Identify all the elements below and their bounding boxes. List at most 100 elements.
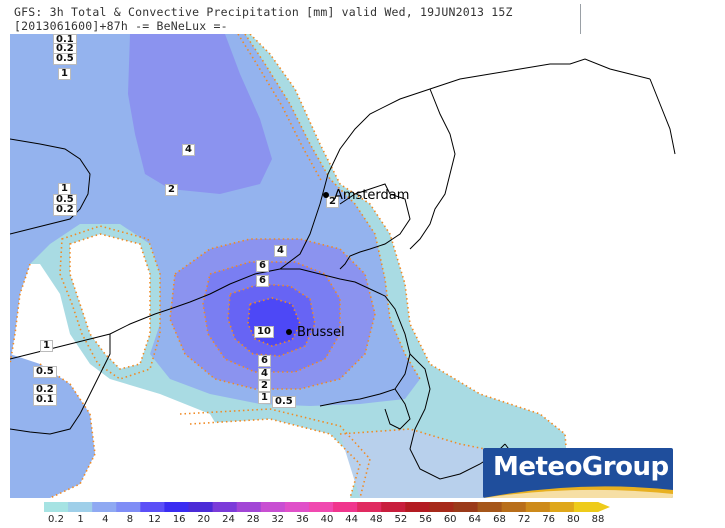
contour-label: 4	[274, 245, 287, 257]
contour-label: 2	[165, 184, 178, 196]
colorbar-tick-label: 88	[591, 514, 605, 525]
amsterdam-marker	[323, 192, 329, 198]
coastline-channel	[10, 203, 321, 360]
colorbar-segment	[164, 502, 190, 512]
contour-line	[202, 261, 341, 373]
colorbar-tick-label: 1	[77, 514, 84, 525]
contour-label: 0.5	[33, 366, 57, 378]
border-nl-de	[409, 88, 456, 250]
colorbar-segment	[405, 502, 430, 512]
colorbar-labels: 0.2 1 4 8 12 16 20 24 28 32 36 40 44 48 52 56 60 64 68 72 76…	[44, 514, 610, 528]
run-info: [2013061600]+87h -= BeNeLux =-	[14, 19, 228, 33]
precip-area-2mm	[128, 34, 272, 194]
colorbar-segment	[68, 502, 93, 512]
contour-label: 1	[40, 340, 53, 352]
colorbar-tick-label: 12	[148, 514, 161, 525]
dry-area-bottom	[180, 419, 360, 498]
contour-label: 0.1	[33, 394, 57, 406]
colorbar-tick-label: 60	[443, 514, 457, 525]
colorbar-segment	[308, 502, 334, 512]
colorbar-tick-label: 32	[271, 514, 285, 525]
colorbar-tick-label: 52	[394, 514, 408, 525]
contour-label: 2	[326, 196, 339, 208]
coastline-netherlands	[319, 58, 651, 205]
colorbar-tick-label: 8	[126, 514, 134, 525]
colorbar-tick-label: 4	[102, 514, 109, 525]
contour-label: 4	[182, 144, 195, 156]
map-canvas	[10, 34, 710, 498]
coastlines	[10, 58, 676, 498]
border-east	[649, 78, 676, 155]
colorbar-tick-label: 80	[567, 514, 580, 525]
colorbar-segment	[573, 502, 599, 512]
border-belgium	[280, 268, 411, 407]
colorbar-tick-label: 76	[542, 514, 556, 525]
colorbar-tick-label: 56	[419, 514, 432, 525]
colorbar-tick-label: 68	[493, 514, 506, 525]
border-france	[10, 334, 111, 435]
contour-line	[244, 34, 421, 380]
coastline-north-sea	[339, 183, 411, 270]
colorbar-segment	[357, 502, 382, 512]
dry-area-north	[255, 34, 710, 498]
colorbar-tick-label: 40	[320, 514, 334, 525]
contour-line	[249, 34, 571, 498]
map-header: GFS: 3h Total & Convective Precipitation…	[10, 4, 581, 35]
contour-label: 6	[256, 275, 269, 287]
colorbar-segment	[429, 502, 454, 512]
colorbar-segment	[188, 502, 214, 512]
colorbar-segment	[381, 502, 406, 512]
colorbar-segment	[525, 502, 551, 512]
colorbar-segment	[116, 502, 141, 512]
colorbar-tick-label: 0.2	[48, 514, 64, 525]
colorbar-segment	[284, 502, 310, 512]
colorbar-segment	[260, 502, 286, 512]
border-lux	[384, 388, 411, 430]
colorbar-segment	[236, 502, 262, 512]
colorbar-segment	[501, 502, 527, 512]
colorbar-segment	[44, 502, 69, 512]
contour-line	[59, 225, 161, 380]
brussel-marker	[286, 329, 292, 335]
colorbar-tick-label: 28	[246, 514, 260, 525]
contour-label: 0.2	[53, 204, 77, 216]
contour-label: 0.5	[272, 396, 296, 408]
colorbar-tick-label: 64	[468, 514, 482, 525]
contour-label: 4	[258, 368, 271, 380]
contour-lines	[10, 34, 571, 498]
contour-label: 6	[256, 260, 269, 272]
dry-area-left	[70, 234, 150, 369]
contour-label: 6	[258, 355, 271, 367]
contour-label: 10	[254, 326, 274, 338]
logo-text: MeteoGroup	[493, 452, 669, 482]
colorbar-arrow	[598, 502, 610, 512]
colorbar-tick-label: 44	[345, 514, 358, 525]
colorbar-segment	[549, 502, 575, 512]
contour-label: 1	[58, 68, 71, 80]
logo-swoosh	[483, 486, 673, 498]
colorbar-segment	[477, 502, 503, 512]
colorbar-segment	[212, 502, 238, 512]
colorbar-segment	[333, 502, 358, 512]
city-label-amsterdam: Amsterdam	[334, 188, 410, 203]
colorbar-tick-label: 20	[197, 514, 211, 525]
contour-label: 2	[258, 380, 271, 392]
colorbar-segment	[140, 502, 165, 512]
colorbar-segment	[92, 502, 117, 512]
precipitation-map: 0.1 0.2 0.5 1 4 2 1 0.5 0.2 1 4 6 6 10 6…	[10, 34, 710, 498]
map-title: GFS: 3h Total & Convective Precipitation…	[14, 5, 513, 19]
coast-uk	[10, 138, 91, 235]
colorbar-tick-label: 36	[296, 514, 309, 525]
colorbar-tick-label: 72	[517, 514, 531, 525]
contour-line	[169, 238, 376, 390]
colorbar-segment	[453, 502, 479, 512]
contour-label: 1	[258, 392, 271, 404]
colorbar-tick-label: 16	[172, 514, 186, 525]
contour-line	[227, 283, 316, 357]
colorbar-tick-label: 24	[222, 514, 235, 525]
precip-area-1mm-sw	[10, 354, 95, 498]
colorbar-tick-label: 48	[369, 514, 383, 525]
colorbar	[44, 502, 610, 512]
city-label-brussel: Brussel	[297, 325, 345, 340]
contour-line	[179, 408, 371, 498]
